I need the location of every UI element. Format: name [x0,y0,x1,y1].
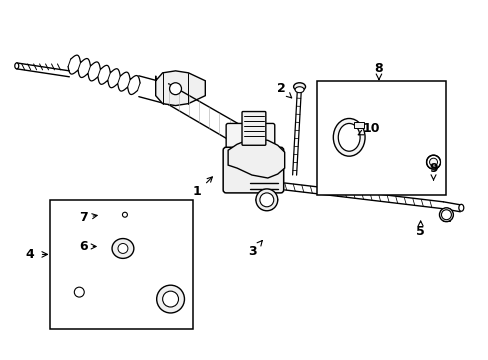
Bar [317,81,446,195]
Ellipse shape [15,63,19,69]
Polygon shape [155,71,205,105]
Ellipse shape [122,212,127,217]
Ellipse shape [294,87,304,93]
Circle shape [74,287,84,297]
FancyBboxPatch shape [242,112,265,145]
Polygon shape [228,138,284,178]
Circle shape [163,291,178,307]
Ellipse shape [458,204,463,211]
Text: 6: 6 [79,240,96,253]
Circle shape [169,83,181,95]
Ellipse shape [112,239,134,258]
Text: 10: 10 [358,122,379,135]
Text: 8: 8 [374,62,383,75]
FancyBboxPatch shape [225,123,274,182]
Polygon shape [284,183,443,209]
Circle shape [426,155,440,169]
Text: 2: 2 [277,82,291,98]
Circle shape [118,243,128,253]
Text: 4: 4 [25,248,34,261]
Circle shape [428,158,437,166]
Ellipse shape [255,189,277,211]
Circle shape [259,193,273,207]
Text: 9: 9 [428,162,437,180]
Circle shape [156,285,184,313]
Ellipse shape [333,118,365,156]
Polygon shape [363,122,430,166]
Text: 1: 1 [193,177,212,198]
Text: 7: 7 [79,211,97,224]
Circle shape [441,210,450,220]
FancyBboxPatch shape [223,147,283,193]
Polygon shape [68,55,140,95]
Text: 5: 5 [415,221,424,238]
Text: 3: 3 [248,240,262,258]
Ellipse shape [293,83,305,91]
Bar [353,122,364,129]
Bar [49,200,193,329]
Ellipse shape [439,208,452,222]
Ellipse shape [338,123,359,151]
